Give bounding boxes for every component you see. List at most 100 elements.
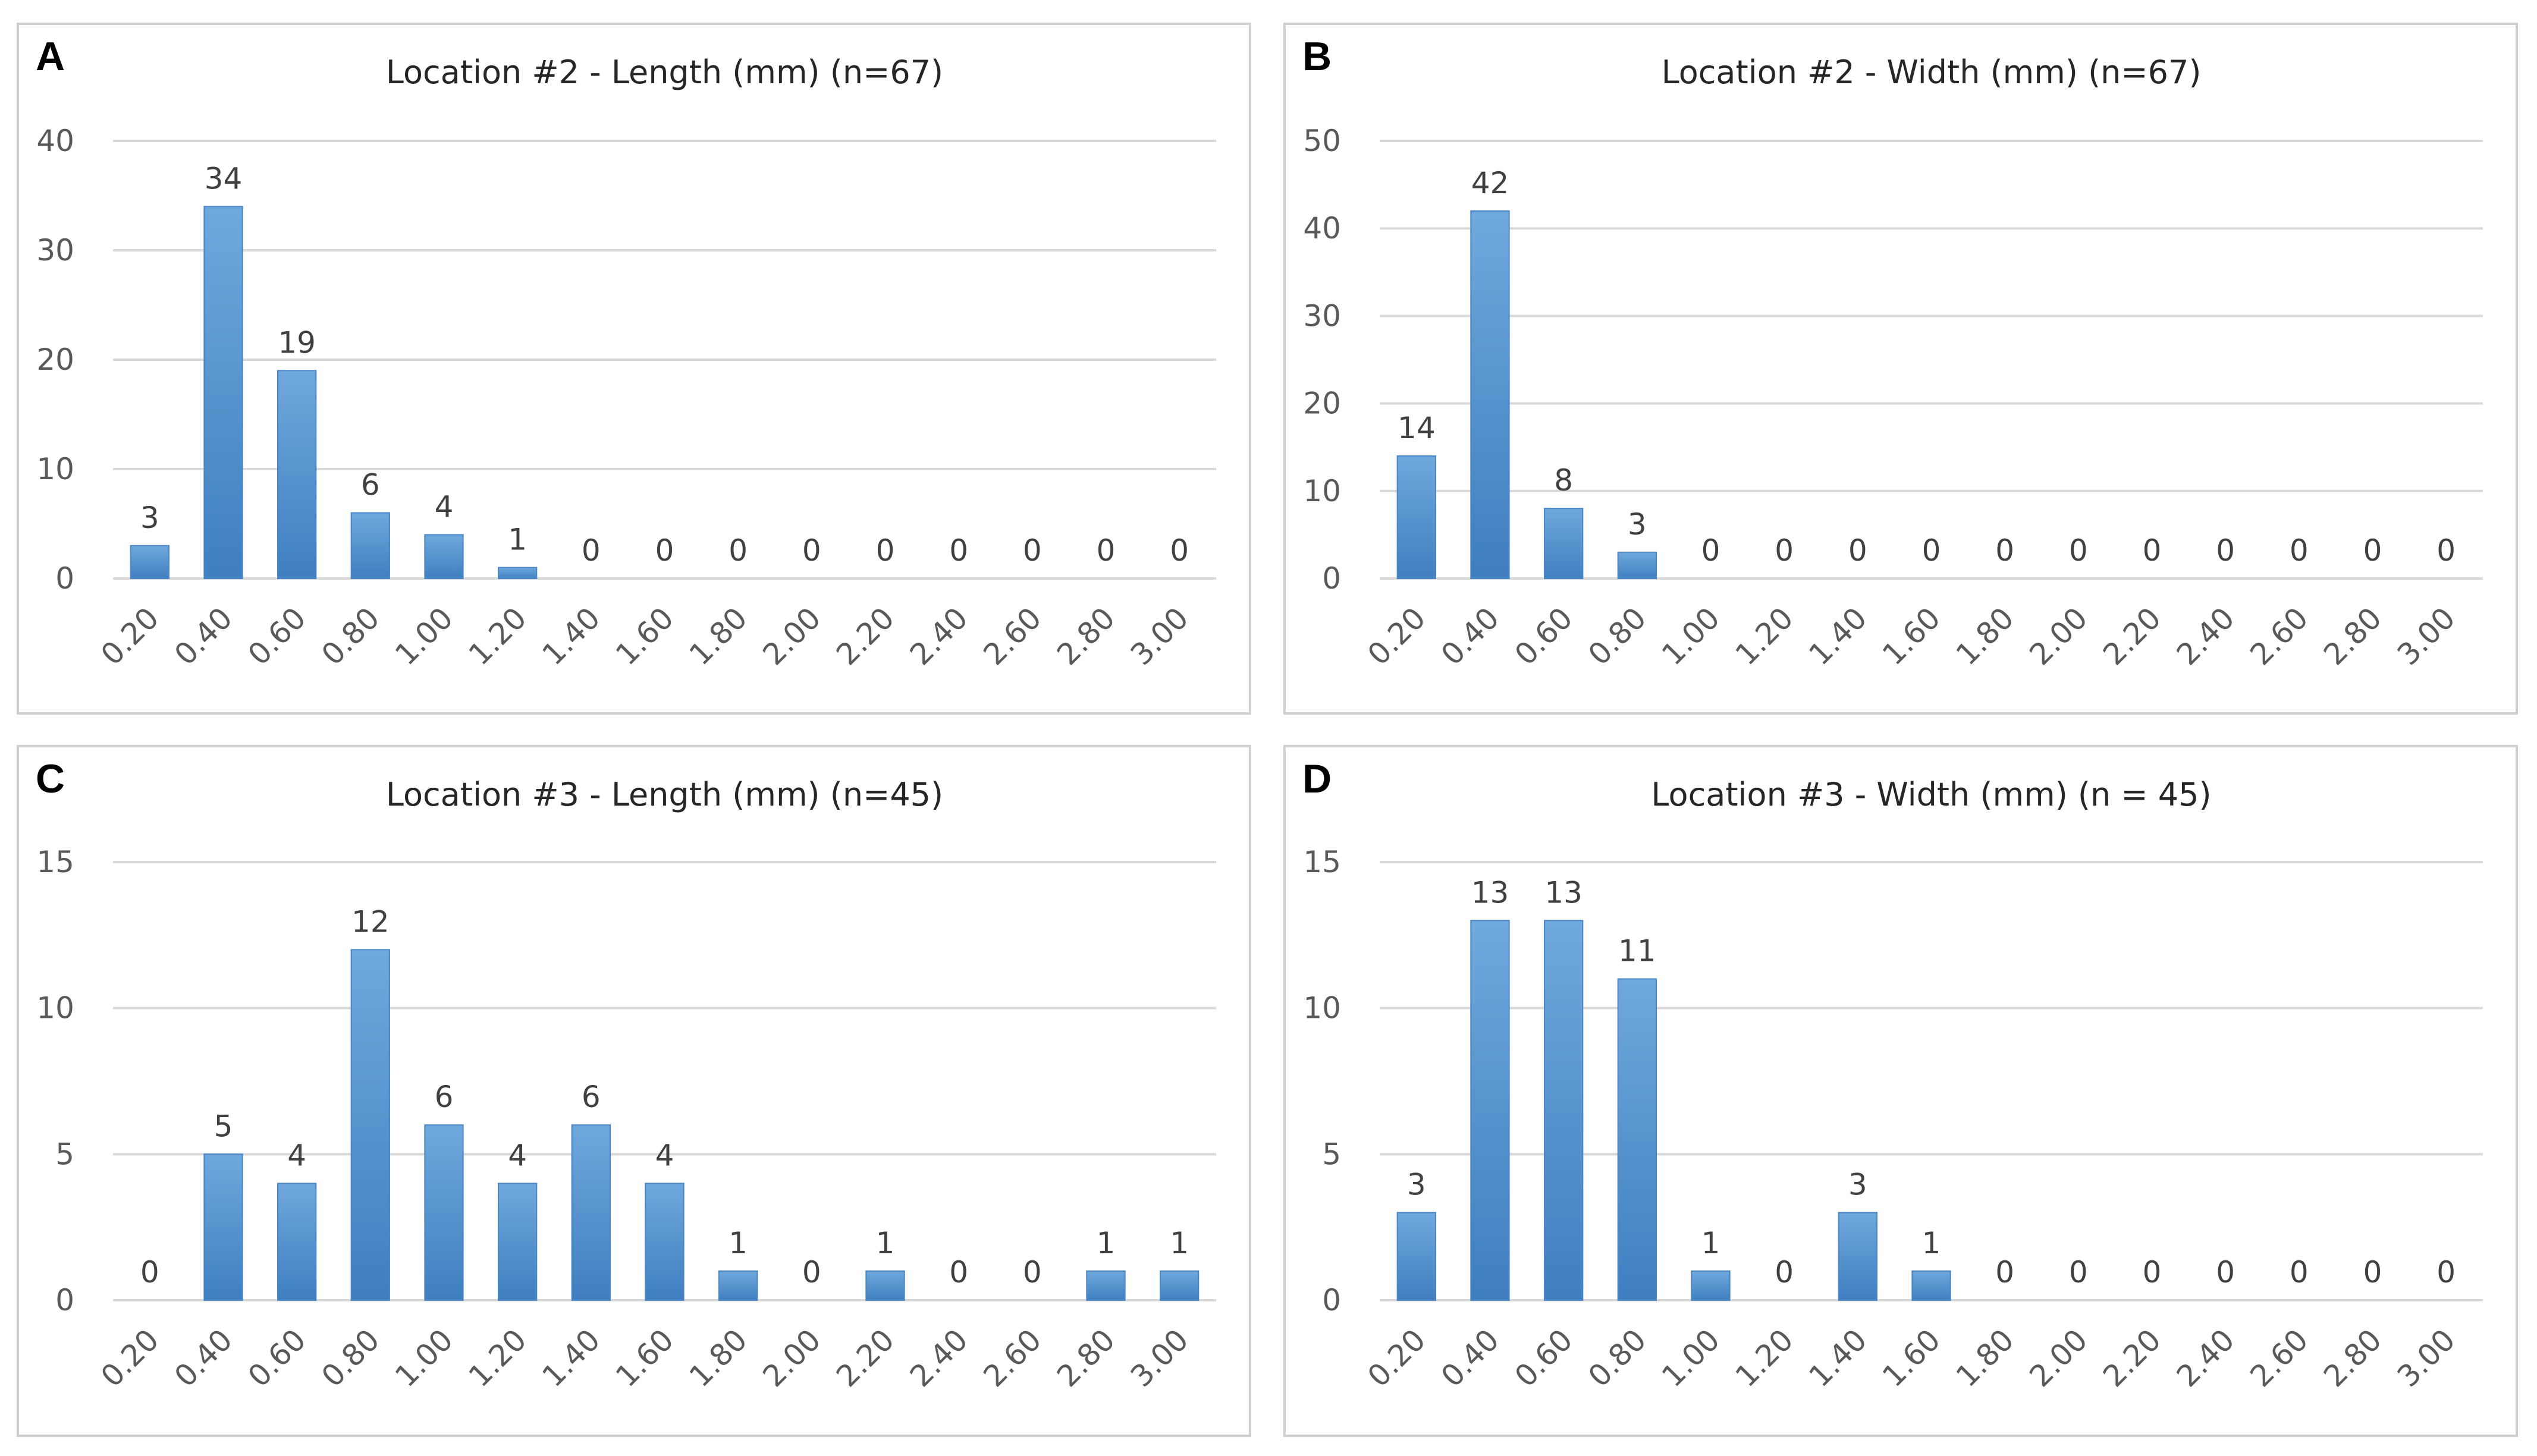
- data-label: 0: [582, 533, 601, 568]
- bar-0-60: [277, 1183, 317, 1301]
- data-label: 0: [1170, 533, 1189, 568]
- data-label: 1: [876, 1226, 895, 1260]
- data-label: 1: [1170, 1226, 1189, 1260]
- data-label: 0: [2363, 533, 2382, 568]
- bar-1-00: [424, 1124, 464, 1301]
- bar-0-60: [1544, 508, 1584, 579]
- panel-frame: [1283, 23, 2518, 715]
- bar-1-40: [1838, 1212, 1877, 1301]
- data-label: 0: [1775, 1255, 1794, 1290]
- bar-1-00: [424, 534, 464, 580]
- data-label: 0: [2216, 533, 2235, 568]
- bar-0-40: [203, 206, 243, 579]
- data-label: 0: [2436, 533, 2456, 568]
- data-label: 0: [2436, 1255, 2456, 1290]
- data-label: 0: [1097, 533, 1116, 568]
- data-label: 0: [2143, 533, 2162, 568]
- y-tick-label: 0: [55, 1283, 74, 1317]
- y-tick-label: 30: [1303, 298, 1341, 333]
- chart-title: Location #2 - Width (mm) (n=67): [1662, 54, 2202, 91]
- y-tick-label: 50: [1303, 124, 1341, 158]
- chart-title: Location #3 - Width (mm) (n = 45): [1651, 776, 2211, 813]
- data-label: 0: [949, 1255, 968, 1290]
- data-label: 11: [1618, 934, 1656, 968]
- data-label: 0: [2069, 533, 2088, 568]
- y-tick-label: 0: [55, 561, 74, 596]
- chart-panel-b: B Location #2 - Width (mm) (n=67)01020304…: [1283, 23, 2518, 715]
- y-tick-label: 15: [36, 845, 74, 879]
- data-label: 1: [508, 523, 527, 557]
- data-label: 4: [287, 1138, 306, 1172]
- data-label: 0: [1995, 533, 2014, 568]
- data-label: 0: [1701, 533, 1720, 568]
- bar-0-60: [277, 370, 317, 580]
- data-label: 0: [2216, 1255, 2235, 1290]
- y-tick-label: 40: [36, 124, 74, 158]
- data-label: 0: [655, 533, 674, 568]
- bar-1-80: [718, 1270, 758, 1301]
- y-tick-label: 0: [1322, 1283, 1341, 1317]
- data-label: 0: [1848, 533, 1867, 568]
- data-label: 0: [876, 533, 895, 568]
- bar-1-60: [1911, 1270, 1951, 1301]
- bar-0-20: [130, 545, 169, 579]
- bar-0-80: [350, 949, 390, 1301]
- panel-letter: B: [1302, 34, 1332, 79]
- panel-letter: D: [1302, 756, 1332, 801]
- data-label: 1: [1922, 1226, 1941, 1260]
- y-tick-label: 5: [1322, 1137, 1341, 1171]
- bar-2-20: [865, 1270, 905, 1301]
- data-label: 0: [1023, 533, 1042, 568]
- data-label: 4: [508, 1138, 527, 1172]
- panel-frame: [17, 745, 1251, 1437]
- data-label: 0: [1023, 1255, 1042, 1290]
- panels-container: A Location #2 - Length (mm) (n=67)0102030…: [17, 23, 2518, 1437]
- panel-letter: C: [36, 756, 65, 801]
- data-label: 0: [2290, 1255, 2309, 1290]
- data-label: 1: [729, 1226, 748, 1260]
- bar-0-40: [203, 1153, 243, 1301]
- data-label: 3: [1848, 1168, 1867, 1202]
- data-label: 4: [435, 489, 454, 524]
- data-label: 1: [1701, 1226, 1720, 1260]
- data-label: 5: [214, 1109, 233, 1143]
- data-label: 0: [802, 533, 821, 568]
- data-label: 13: [1471, 875, 1509, 910]
- data-label: 0: [1922, 533, 1941, 568]
- y-tick-label: 10: [36, 991, 74, 1026]
- y-tick-label: 10: [1303, 991, 1341, 1026]
- panel-frame: [1283, 745, 2518, 1437]
- bar-0-60: [1544, 920, 1584, 1301]
- bar-1-00: [1691, 1270, 1731, 1301]
- bar-2-80: [1086, 1270, 1126, 1301]
- data-label: 0: [2290, 533, 2309, 568]
- bar-0-80: [1617, 978, 1657, 1301]
- chart-title: Location #3 - Length (mm) (n=45): [386, 776, 943, 813]
- y-tick-label: 40: [1303, 211, 1341, 246]
- data-label: 0: [2363, 1255, 2382, 1290]
- data-label: 0: [802, 1255, 821, 1290]
- chart-panel-a: A Location #2 - Length (mm) (n=67)0102030…: [17, 23, 1251, 715]
- data-label: 1: [1097, 1226, 1116, 1260]
- data-label: 6: [435, 1080, 454, 1114]
- data-label: 0: [949, 533, 968, 568]
- chart-title: Location #2 - Length (mm) (n=67): [386, 54, 943, 91]
- data-label: 19: [278, 325, 316, 360]
- bar-0-80: [350, 512, 390, 579]
- y-tick-label: 10: [1303, 474, 1341, 508]
- bar-0-20: [1396, 1212, 1436, 1301]
- bar-1-20: [498, 1183, 538, 1301]
- data-label: 14: [1398, 411, 1436, 445]
- data-label: 34: [205, 161, 243, 196]
- y-tick-label: 20: [36, 342, 74, 377]
- data-label: 6: [361, 468, 380, 502]
- data-label: 4: [655, 1138, 674, 1172]
- data-label: 8: [1554, 463, 1573, 498]
- data-label: 12: [351, 904, 390, 939]
- y-tick-label: 5: [55, 1137, 74, 1171]
- data-label: 0: [1775, 533, 1794, 568]
- data-label: 42: [1471, 166, 1509, 200]
- y-tick-label: 0: [1322, 561, 1341, 596]
- data-label: 13: [1544, 875, 1583, 910]
